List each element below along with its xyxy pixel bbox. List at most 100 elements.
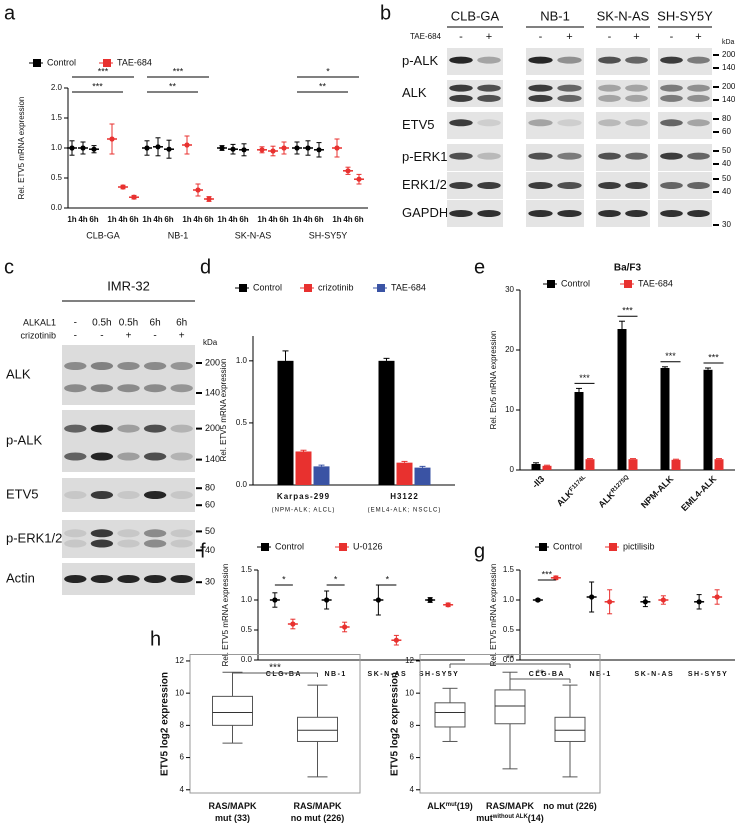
band	[64, 491, 87, 499]
bar	[660, 368, 670, 470]
band	[625, 119, 648, 127]
significance-label: **	[319, 81, 327, 91]
row-label: ALK	[402, 85, 427, 100]
band	[687, 119, 710, 127]
box	[434, 702, 466, 728]
y-axis-label: Rel. ETV5 mRNA expression	[221, 564, 230, 667]
band	[477, 56, 501, 64]
label-part: RAS/MAPK	[208, 801, 257, 811]
x-tick-label: CLG-BA	[529, 671, 565, 678]
superscript: R1275Q	[610, 474, 630, 494]
label-part: mut	[476, 813, 493, 823]
superscript: mut	[446, 802, 457, 808]
label-part: RAS/MAPK	[486, 801, 535, 811]
y-tick-label: 8	[180, 720, 185, 729]
significance-label: ***	[665, 351, 676, 361]
legend-swatch	[339, 543, 347, 551]
y-axis-label: Rel. ETV5 mRNA expression	[219, 359, 228, 462]
band	[170, 384, 193, 393]
y-tick-label: 12	[405, 656, 414, 665]
band	[90, 539, 114, 548]
y-tick-label: 0.0	[503, 655, 515, 664]
legend-swatch	[609, 543, 617, 551]
kda-label: 140	[722, 63, 736, 72]
band	[528, 84, 553, 92]
group-label: CLB-GA	[86, 230, 120, 240]
kda-label: 140	[205, 387, 220, 397]
y-axis-label: ETV5 log2 expression	[160, 672, 171, 776]
band	[660, 119, 683, 127]
mean-dot	[356, 176, 362, 182]
x-tick-label: 4h	[343, 215, 352, 224]
mean-dot	[272, 597, 278, 603]
band	[143, 424, 167, 433]
band	[143, 384, 167, 393]
band	[625, 210, 648, 217]
legend-label: Control	[553, 541, 582, 551]
band	[660, 94, 683, 102]
treatment-label: TAE-684	[410, 32, 442, 41]
lane-label: -	[74, 331, 77, 342]
x-tick-label: RAS/MAPK	[293, 801, 342, 811]
bar	[313, 466, 330, 485]
band	[117, 452, 140, 461]
kda-label: 140	[722, 95, 736, 104]
significance-label: ***	[579, 373, 590, 383]
mean-dot	[714, 594, 720, 600]
lane-label: 0.5h	[119, 318, 138, 329]
box	[494, 689, 526, 725]
band	[143, 452, 167, 461]
band	[598, 119, 621, 127]
x-tick-label: 6h	[354, 215, 363, 224]
lane-label: +	[179, 331, 185, 342]
band	[90, 491, 114, 499]
y-tick-label: 1.5	[503, 565, 515, 574]
band	[170, 362, 193, 370]
x-tick-label: ALKmut(19)	[427, 801, 473, 811]
band	[64, 529, 87, 538]
band	[64, 362, 87, 370]
band	[449, 119, 473, 127]
mean-dot	[144, 145, 150, 151]
band	[477, 152, 501, 160]
label-part: no mut (226)	[291, 813, 345, 823]
mean-dot	[553, 575, 559, 581]
bar	[396, 462, 413, 485]
x-tick-label: 1h	[292, 215, 301, 224]
label-part: -Il3	[530, 474, 546, 490]
band	[449, 210, 473, 217]
band	[660, 182, 683, 189]
bar	[277, 360, 294, 485]
group-label: NB-1	[168, 230, 189, 240]
kda-label: 140	[205, 454, 220, 464]
y-tick-label: 1.0	[236, 356, 248, 365]
legend-swatch	[624, 280, 632, 288]
legend-swatch	[239, 284, 247, 292]
kda-label: 200	[205, 357, 220, 367]
legend-swatch	[539, 543, 547, 551]
mean-dot	[184, 142, 190, 148]
condition-label: crizotinib	[20, 330, 56, 340]
mean-dot	[342, 624, 348, 630]
label-part: EML4-ALK	[679, 474, 719, 514]
kda-label: 200	[722, 50, 736, 59]
x-tick-label: 1h	[67, 215, 76, 224]
x-tick-label: H3122	[390, 492, 419, 501]
band	[64, 539, 87, 548]
band	[528, 182, 553, 189]
band	[117, 424, 140, 433]
lane-label: 6h	[150, 318, 161, 329]
x-tick-label: 1h	[107, 215, 116, 224]
panel-label: e	[474, 256, 485, 278]
y-tick-label: 4	[180, 785, 185, 794]
y-axis-label: ETV5 log2 expression	[390, 672, 401, 776]
panel-label: f	[200, 540, 206, 562]
plot-frame	[419, 654, 601, 794]
legend-label: U-0126	[353, 541, 383, 551]
y-tick-label: 8	[410, 720, 415, 729]
x-tick-label: EML4-ALK	[679, 474, 719, 514]
row-label: Actin	[6, 570, 35, 585]
band	[557, 94, 582, 102]
y-tick-label: 1.0	[241, 595, 253, 604]
